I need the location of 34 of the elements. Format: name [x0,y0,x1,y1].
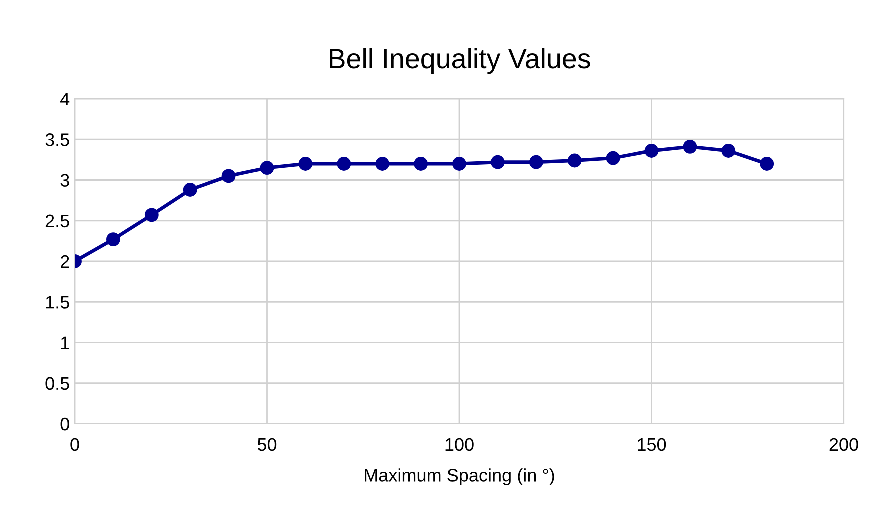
point [144,208,159,222]
point [222,169,236,184]
point [260,161,274,176]
x-tick-label: 0 [70,438,80,452]
y-tick-label: 1.5 [46,296,70,309]
point [414,157,428,171]
x-tick-label: 200 [830,438,858,452]
y-tick-label: 0.5 [46,377,70,390]
point [298,157,313,171]
point [183,183,198,197]
x-tick-label: 100 [446,438,474,452]
point [337,157,352,171]
y-tick-label: 3.5 [46,134,70,146]
point [491,155,505,170]
point [452,157,466,171]
y-tick-label: 2.5 [46,214,70,228]
y-tick-label: 4 [60,93,70,106]
y-tick-label: 1 [61,336,70,350]
y-tick-label: 0 [60,418,70,431]
x-tick-label: 150 [638,438,666,452]
point [376,157,390,171]
chart-title: Bell Inequality Values [330,48,590,74]
y-tick-label: 2 [61,255,70,268]
point [683,140,698,154]
point [106,232,120,247]
point [606,151,620,166]
point [760,157,774,171]
point [568,154,582,168]
x-tick-label: 50 [258,438,277,452]
x-axis-title: Maximum Spacing (in °) [365,468,554,486]
point [529,155,544,170]
point [644,144,659,158]
y-tick-label: 3 [60,174,70,187]
point [722,144,736,158]
